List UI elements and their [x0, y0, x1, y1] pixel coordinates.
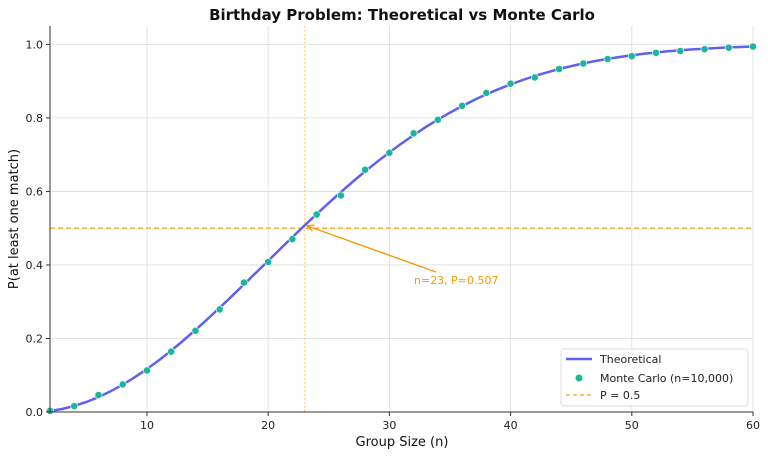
montecarlo-point [627, 52, 636, 61]
x-tick-label: 30 [382, 419, 396, 432]
y-tick-label: 0.0 [26, 406, 44, 419]
montecarlo-point [240, 278, 248, 287]
montecarlo-point [191, 326, 200, 335]
montecarlo-point [264, 258, 273, 266]
montecarlo-point [458, 101, 467, 110]
chart-title: Birthday Problem: Theoretical vs Monte C… [209, 6, 595, 24]
montecarlo-point [118, 380, 127, 389]
x-axis-label: Group Size (n) [356, 435, 449, 450]
legend-theoretical-label: Theoretical [599, 353, 661, 366]
y-axis-label: P(at least one match) [7, 149, 22, 289]
x-tick-label: 10 [140, 419, 154, 432]
annotation-text: n=23, P≈0.507 [414, 274, 499, 287]
montecarlo-point [409, 129, 418, 138]
montecarlo-point [506, 79, 515, 88]
annotation-arrow-line [306, 224, 437, 273]
montecarlo-point [215, 305, 224, 314]
x-tick-label: 40 [504, 419, 518, 432]
montecarlo-point [361, 165, 370, 174]
montecarlo-point [555, 65, 563, 73]
legend: Theoretical Monte Carlo (n=10,000) P = 0… [560, 348, 749, 407]
reference-lines [50, 26, 753, 412]
y-tick-label: 0.4 [26, 259, 44, 272]
montecarlo-point [336, 191, 345, 200]
legend-box [560, 348, 749, 407]
montecarlo-point [603, 55, 612, 63]
y-tick-label: 0.2 [26, 332, 44, 345]
montecarlo-point [724, 43, 733, 52]
annotation-arrowhead [304, 224, 315, 232]
axes: 10 20 30 40 50 60 0.0 0.2 0.4 0.6 0.8 1.0 [26, 26, 760, 432]
montecarlo-point [94, 391, 103, 399]
montecarlo-point [676, 47, 685, 55]
x-tick-label: 50 [625, 419, 639, 432]
legend-montecarlo-swatch [575, 374, 583, 382]
x-tick-label: 20 [261, 419, 275, 432]
y-tick-label: 0.8 [26, 112, 44, 125]
y-tick-label: 1.0 [26, 38, 44, 51]
montecarlo-point [700, 45, 709, 54]
montecarlo-point [312, 210, 321, 219]
montecarlo-point [385, 148, 394, 157]
legend-montecarlo-label: Monte Carlo (n=10,000) [600, 372, 733, 385]
montecarlo-point [167, 347, 176, 356]
montecarlo-point [70, 402, 79, 411]
legend-p05-label: P = 0.5 [600, 389, 640, 402]
montecarlo-point [433, 115, 442, 124]
montecarlo-point [652, 48, 660, 57]
montecarlo-point [288, 235, 297, 244]
montecarlo-point [530, 73, 539, 82]
y-tick-label: 0.6 [26, 185, 44, 198]
x-tick-label: 60 [746, 419, 760, 432]
series-layer [46, 42, 757, 415]
montecarlo-point [482, 89, 491, 97]
montecarlo-point [579, 59, 588, 68]
montecarlo-point [749, 42, 757, 51]
theoretical-line [49, 45, 754, 413]
montecarlo-point [143, 366, 151, 375]
